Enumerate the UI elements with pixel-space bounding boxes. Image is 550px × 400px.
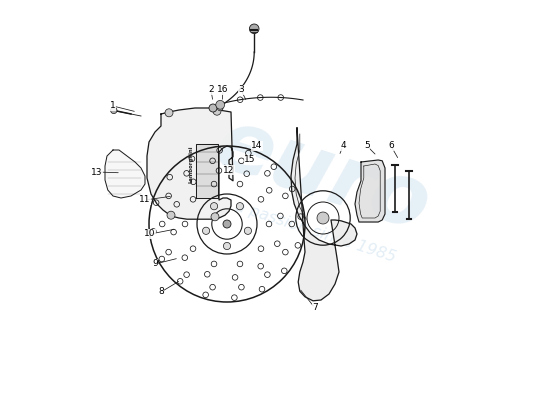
- Circle shape: [216, 100, 224, 109]
- Circle shape: [111, 107, 117, 114]
- Text: 16: 16: [217, 86, 229, 94]
- Text: 2: 2: [208, 86, 214, 94]
- Text: 14: 14: [251, 142, 263, 150]
- Circle shape: [213, 107, 221, 115]
- Circle shape: [209, 104, 217, 112]
- Text: 13: 13: [91, 168, 103, 176]
- Circle shape: [202, 227, 210, 234]
- Text: 11: 11: [139, 196, 151, 204]
- Circle shape: [223, 242, 230, 250]
- Text: 10: 10: [145, 230, 156, 238]
- Polygon shape: [147, 108, 233, 219]
- Polygon shape: [105, 150, 145, 198]
- Text: a passion since 1985: a passion since 1985: [233, 199, 397, 265]
- Circle shape: [223, 220, 231, 228]
- Circle shape: [211, 203, 218, 210]
- Circle shape: [167, 211, 175, 219]
- Text: 7: 7: [312, 304, 318, 312]
- Text: 6: 6: [388, 142, 394, 150]
- Circle shape: [244, 227, 251, 234]
- Polygon shape: [291, 128, 357, 301]
- Circle shape: [249, 24, 259, 34]
- Text: euro: euro: [205, 102, 441, 250]
- Text: 9: 9: [152, 260, 158, 268]
- Polygon shape: [355, 160, 385, 222]
- Polygon shape: [196, 144, 218, 198]
- Text: 12: 12: [223, 166, 235, 174]
- Text: 3: 3: [238, 86, 244, 94]
- Text: 8: 8: [158, 288, 164, 296]
- Text: 15: 15: [244, 156, 256, 164]
- Circle shape: [211, 213, 219, 221]
- Text: 4: 4: [340, 142, 346, 150]
- Circle shape: [236, 203, 244, 210]
- Circle shape: [217, 105, 223, 111]
- Circle shape: [165, 109, 173, 117]
- Text: Lamborghini: Lamborghini: [189, 145, 194, 183]
- Text: 1: 1: [110, 102, 116, 110]
- Text: 5: 5: [364, 142, 370, 150]
- Circle shape: [317, 212, 329, 224]
